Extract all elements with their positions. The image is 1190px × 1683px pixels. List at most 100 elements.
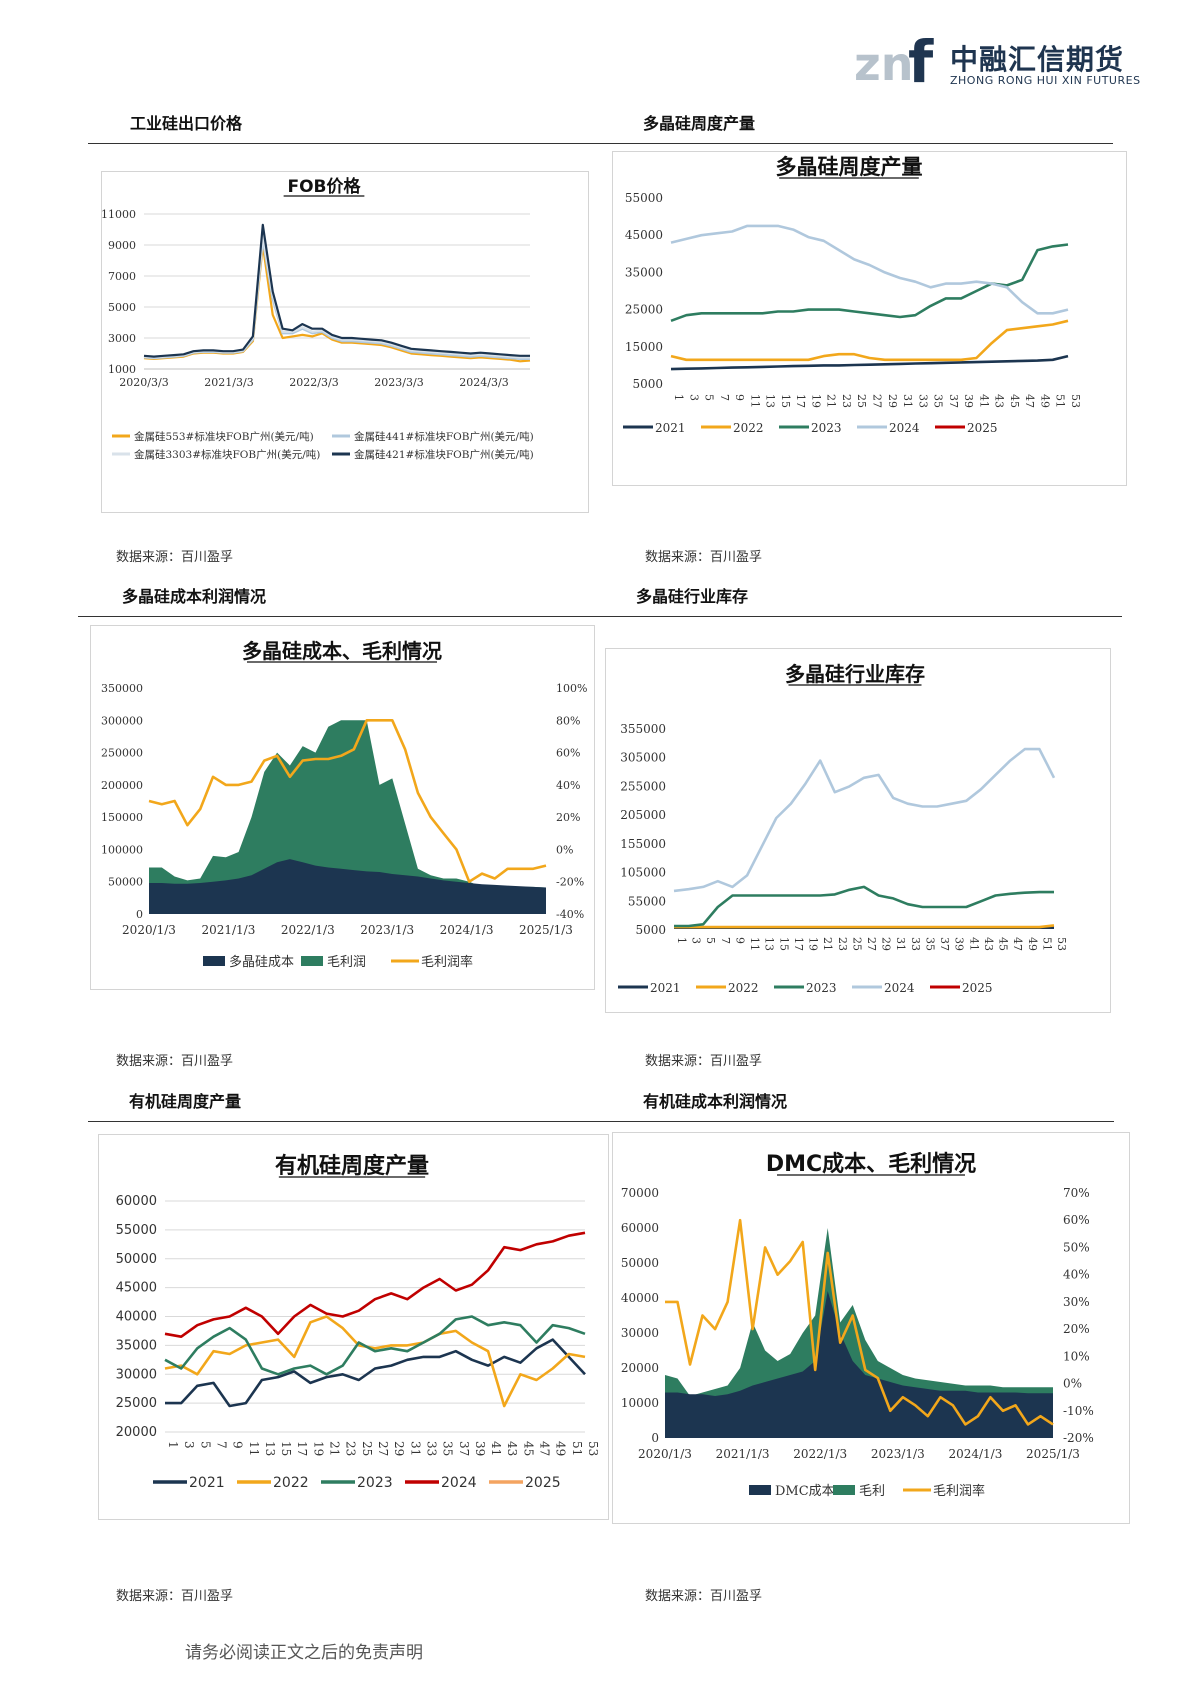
x-tick-label: 23: [344, 1441, 358, 1456]
brand-name-en: ZHONG RONG HUI XIN FUTURES: [950, 74, 1141, 87]
x-tick-label: 27: [865, 937, 878, 951]
x-tick-label: 2020/3/3: [119, 376, 168, 389]
x-tick-label: 2023/1/3: [871, 1447, 925, 1461]
x-tick-label: 2022/1/3: [793, 1447, 847, 1461]
disclaimer-footer: 请务必阅读正文之后的免责声明: [185, 1643, 423, 1663]
legend-label: 2025: [525, 1475, 561, 1491]
chart-svg: 多晶硅行业库存355000305000255000205000155000105…: [618, 662, 1068, 995]
y2-tick-label: 60%: [556, 747, 580, 760]
x-tick-label: 3: [687, 394, 700, 401]
x-tick-label: 35: [923, 937, 936, 951]
y-tick-label: 1000: [108, 363, 136, 376]
x-tick-label: 2024/3/3: [459, 376, 508, 389]
x-tick-label: 29: [392, 1441, 406, 1456]
series-line-2023: [670, 243, 1069, 323]
y-tick-label: 25000: [625, 303, 663, 317]
chart-svg: 多晶硅成本、毛利情况 350000 300000 250000 200000 150000…: [101, 639, 587, 970]
section-title-poly-profit: 多晶硅成本利润情况: [122, 587, 267, 606]
x-tick-label: 5: [704, 937, 717, 944]
x-tick-label: 29: [886, 394, 899, 408]
series-line-2022: [670, 319, 1069, 362]
znf-logo-mark: zn f: [854, 28, 934, 92]
y-tick-label: 60000: [116, 1194, 157, 1209]
legend-label: 2024: [884, 981, 915, 995]
section-title-poly-output: 多晶硅周度产量: [643, 114, 756, 133]
x-tick-label: 1: [166, 1441, 180, 1449]
x-tick-label: 41: [977, 394, 990, 408]
x-tick-label: 39: [473, 1441, 487, 1456]
y-tick-label: 5000: [635, 923, 666, 937]
y-tick-label: 55000: [625, 191, 663, 205]
series-line-2021: [165, 1338, 586, 1408]
y-tick-label: 10000: [621, 1396, 659, 1410]
y-tick-label: 70000: [621, 1186, 659, 1200]
legend-label: 毛利润率: [933, 1483, 985, 1499]
y-tick-label: 3000: [108, 332, 136, 345]
legend-swatch: [833, 1485, 855, 1495]
x-tick-label: 49: [1038, 394, 1051, 408]
y2-tick-label: -20%: [1063, 1431, 1094, 1445]
section-title-poly-stock: 多晶硅行业库存: [636, 587, 749, 606]
y-tick-label: 7000: [108, 270, 136, 283]
y-tick-label: 100000: [101, 843, 143, 856]
x-tick-label: 2023/1/3: [360, 923, 414, 937]
divider: [88, 143, 1113, 144]
data-source: 数据来源：百川盈孚: [645, 1054, 763, 1069]
x-tick-label: 2020/1/3: [122, 923, 176, 937]
x-tick-label: 47: [538, 1441, 552, 1456]
chart-svg: DMC成本、毛利情况 70000 60000 50000 40000 30000 20000…: [621, 1151, 1094, 1499]
x-tick-label: 13: [763, 937, 776, 951]
x-tick-label: 25: [360, 1441, 374, 1456]
x-tick-label: 2022/3/3: [289, 376, 338, 389]
x-tick-label: 2020/1/3: [638, 1447, 692, 1461]
x-tick-label: 23: [836, 937, 849, 951]
y-tick-label: 45000: [116, 1281, 157, 1296]
x-tick-label: 33: [424, 1441, 438, 1456]
chart-title: 多晶硅周度产量: [776, 155, 923, 179]
x-tick-label: 17: [295, 1441, 309, 1456]
legend-swatch: [301, 956, 323, 966]
x-tick-label: 39: [962, 394, 975, 408]
legend-label: 2021: [650, 981, 681, 995]
y-tick-label: 20000: [621, 1361, 659, 1375]
x-tick-label: 2024/1/3: [948, 1447, 1002, 1461]
brand-logo: zn f 中融汇信期货 ZHONG RONG HUI XIN FUTURES: [852, 28, 1152, 92]
y2-tick-label: 80%: [556, 714, 580, 727]
legend-label: 2022: [728, 981, 759, 995]
y-tick-label: 350000: [101, 682, 143, 695]
y2-tick-label: 0%: [556, 843, 573, 856]
x-tick-label: 13: [764, 394, 777, 408]
y-tick-label: 30000: [621, 1326, 659, 1340]
legend-label: 2022: [273, 1475, 309, 1491]
x-tick-label: 37: [457, 1441, 471, 1456]
x-tick-label: 27: [871, 394, 884, 408]
x-tick-label: 5: [198, 1441, 212, 1449]
margin-rate-line: [148, 719, 547, 883]
x-tick-label: 45: [1008, 394, 1021, 408]
legend-label: 金属硅421#标准块FOB广州(美元/吨): [354, 448, 534, 461]
x-tick-label: 53: [586, 1441, 600, 1456]
chart-svg: 有机硅周度产量 60000 55000 50000 45000 40000 35000 300…: [116, 1153, 600, 1491]
y-tick-label: 11000: [102, 208, 136, 221]
y2-tick-label: 50%: [1063, 1240, 1090, 1254]
legend-label: 2025: [967, 421, 998, 435]
y-tick-label: 155000: [620, 837, 666, 851]
x-tick-label: 29: [880, 937, 893, 951]
margin-rate-line: [665, 1218, 1054, 1426]
cost-area: [149, 859, 546, 914]
y-tick-label: 255000: [620, 779, 666, 793]
legend-label: 2023: [357, 1475, 393, 1491]
divider: [78, 616, 1122, 617]
y2-tick-label: 40%: [556, 779, 580, 792]
series-line-2023: [674, 885, 1054, 928]
legend-label: 2023: [811, 421, 842, 435]
x-tick-label: 21: [328, 1441, 342, 1456]
section-title-silicone-output: 有机硅周度产量: [129, 1092, 242, 1111]
section-title-fob: 工业硅出口价格: [130, 114, 243, 133]
y-tick-label: 35000: [625, 265, 663, 279]
y-tick-label: 5000: [108, 301, 136, 314]
y2-tick-label: 20%: [556, 811, 580, 824]
y-tick-label: 305000: [620, 751, 666, 765]
y2-tick-label: 60%: [1063, 1213, 1090, 1227]
y-tick-label: 105000: [620, 866, 666, 880]
